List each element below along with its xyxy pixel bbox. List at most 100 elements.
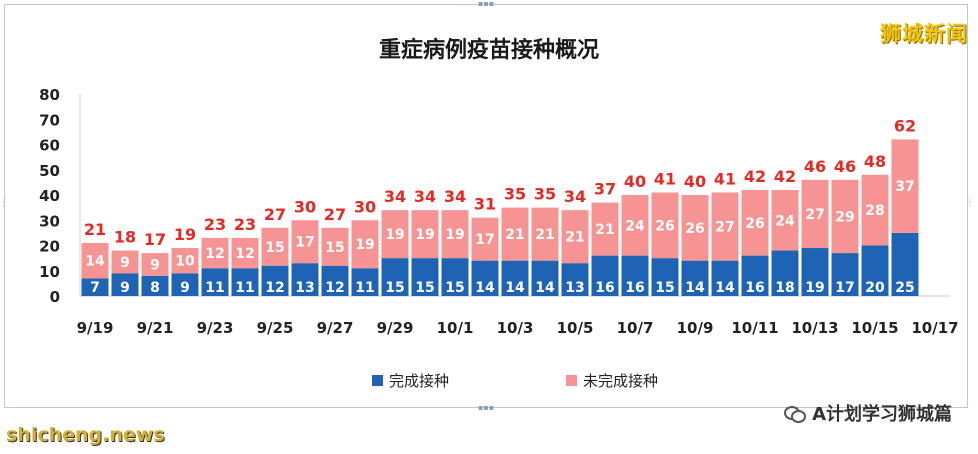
bar-incomplete-label: 29	[835, 209, 854, 225]
bar-completed-label: 15	[415, 280, 434, 296]
bar-incomplete-label: 27	[805, 207, 824, 223]
total-label: 18	[114, 228, 136, 247]
bar-incomplete	[411, 210, 439, 259]
total-label: 35	[504, 185, 526, 204]
bar-completed-label: 15	[445, 280, 464, 296]
bar-incomplete	[351, 220, 379, 269]
x-tick-label: 9/21	[137, 319, 174, 337]
bar-incomplete-label: 12	[235, 246, 254, 262]
bar-incomplete-label: 19	[385, 227, 404, 243]
bar-incomplete-label: 21	[565, 230, 584, 246]
total-label: 34	[384, 187, 406, 206]
bar-completed-label: 14	[685, 280, 705, 296]
total-label: 23	[204, 215, 226, 234]
bar-incomplete-label: 27	[715, 220, 734, 236]
total-label: 62	[894, 116, 916, 135]
total-label: 21	[84, 220, 106, 239]
bar-completed-label: 19	[805, 280, 824, 296]
bar-incomplete	[141, 253, 169, 276]
y-tick-label: 40	[39, 187, 60, 205]
bar-completed	[861, 245, 889, 296]
total-label: 40	[624, 172, 646, 191]
bar-incomplete-label: 9	[150, 257, 160, 273]
bar-incomplete	[231, 237, 259, 269]
bar-incomplete	[891, 139, 919, 233]
bar-incomplete	[651, 192, 679, 259]
bar-completed	[831, 253, 859, 296]
bar-completed	[711, 260, 739, 296]
legend-label-completed: 完成接种	[389, 372, 450, 390]
bar-incomplete	[261, 227, 289, 266]
bar-completed-label: 15	[385, 280, 404, 296]
total-label: 46	[834, 157, 856, 176]
bar-completed	[111, 273, 139, 296]
x-tick-label: 10/3	[497, 319, 534, 337]
bar-incomplete	[441, 210, 469, 259]
legend-item-incomplete: 未完成接种	[566, 370, 658, 391]
bar-completed	[411, 258, 439, 296]
bar-incomplete	[471, 217, 499, 261]
bar-incomplete	[171, 248, 199, 274]
total-label: 27	[324, 205, 346, 224]
x-tick-label: 9/27	[317, 319, 354, 337]
bar-incomplete-label: 21	[595, 222, 614, 238]
bar-incomplete	[111, 250, 139, 274]
bar-incomplete	[771, 189, 799, 251]
bar-completed	[231, 268, 259, 296]
total-label: 34	[444, 187, 466, 206]
x-tick-label: 10/9	[677, 319, 714, 337]
bar-incomplete	[621, 195, 649, 256]
footer-watermark: shicheng.news	[6, 424, 165, 446]
bar-incomplete	[201, 237, 229, 269]
bar-incomplete	[741, 189, 769, 256]
total-label: 31	[474, 195, 496, 214]
bar-incomplete-label: 15	[325, 240, 344, 256]
bar-incomplete	[321, 227, 349, 266]
y-tick-label: 10	[39, 263, 60, 281]
resize-handle-top[interactable]: ▪▪▪	[478, 0, 495, 8]
bar-completed	[441, 258, 469, 296]
x-tick-label: 10/13	[791, 319, 838, 337]
x-tick-label: 10/5	[557, 319, 594, 337]
bar-completed-label: 14	[535, 280, 555, 296]
bar-completed-label: 11	[355, 280, 374, 296]
bar-incomplete	[501, 207, 529, 261]
y-tick-label: 0	[50, 288, 60, 306]
bar-completed	[321, 265, 349, 296]
bar-completed-label: 14	[475, 280, 495, 296]
total-label: 34	[414, 187, 436, 206]
bar-completed-label: 13	[295, 280, 314, 296]
bar-incomplete	[81, 242, 109, 279]
bar-completed	[291, 263, 319, 296]
bar-completed	[501, 260, 529, 296]
bar-incomplete-label: 26	[745, 216, 764, 232]
legend: 完成接种 未完成接种	[0, 370, 978, 394]
bar-incomplete	[831, 179, 859, 254]
x-tick-label: 10/17	[911, 319, 958, 337]
resize-handle-left[interactable]: ⋮	[0, 198, 8, 207]
bar-incomplete-label: 15	[265, 240, 284, 256]
chart-frame	[4, 4, 968, 408]
x-tick-label: 10/11	[731, 319, 778, 337]
total-label: 41	[654, 169, 676, 188]
bar-incomplete-label: 26	[655, 218, 674, 234]
bar-incomplete-label: 24	[625, 218, 645, 234]
resize-handle-bottom[interactable]: ▪▪▪	[478, 403, 495, 412]
total-label: 37	[594, 180, 616, 199]
bar-incomplete	[561, 210, 589, 264]
bar-incomplete	[531, 207, 559, 261]
bar-incomplete	[681, 195, 709, 261]
bar-completed-label: 14	[505, 280, 525, 296]
bar-completed-label: 11	[235, 280, 254, 296]
bar-completed	[261, 265, 289, 296]
bar-incomplete-label: 19	[445, 227, 464, 243]
bar-incomplete	[711, 192, 739, 261]
resize-handle-right[interactable]: ⋮	[966, 198, 974, 207]
total-label: 48	[864, 152, 886, 171]
watermark-top: 狮城新闻	[880, 22, 968, 46]
total-label: 35	[534, 185, 556, 204]
total-label: 30	[294, 197, 316, 216]
bar-completed-label: 16	[595, 280, 614, 296]
y-tick-label: 80	[39, 86, 60, 104]
bar-incomplete-label: 24	[775, 213, 795, 229]
